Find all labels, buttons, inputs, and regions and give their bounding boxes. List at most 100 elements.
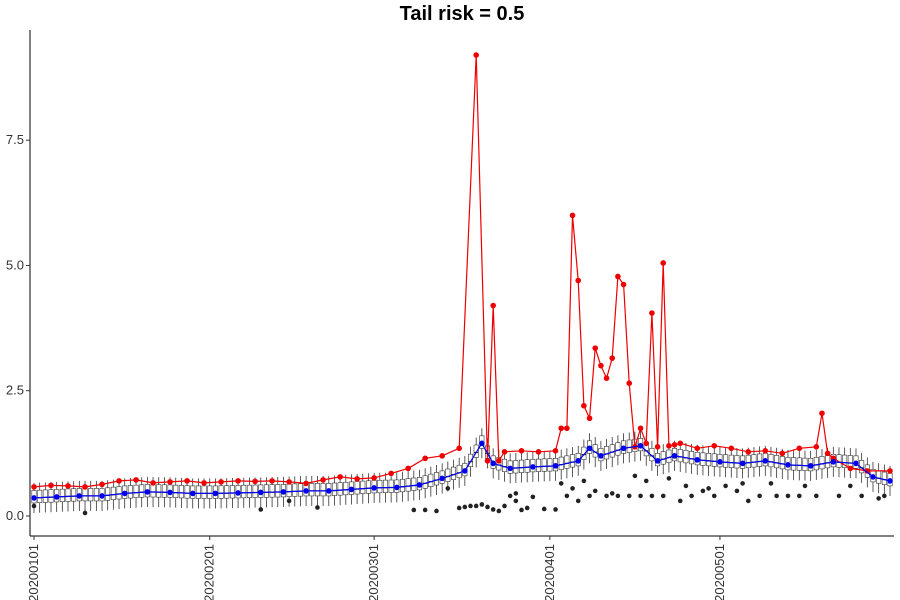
box-body [331,482,337,496]
max-series-point [660,260,667,266]
box-body [275,484,281,498]
outlier-point [745,498,751,504]
median-series-point [575,458,582,464]
outlier-point [575,498,581,504]
box-body [433,472,439,486]
max-series-point [184,478,190,484]
outlier-point [677,498,683,504]
box-body [456,464,462,479]
box-body [819,456,825,470]
box-body [150,484,156,498]
max-series-point [456,445,462,452]
box-body [468,453,474,467]
outlier-point [848,483,853,489]
median-series-point [671,453,678,459]
median-series-point [830,459,837,465]
median-series-point [144,489,151,495]
max-series-point [388,470,394,477]
median-series-point [586,445,593,452]
max-series-point [887,468,893,474]
outlier-point [434,508,439,514]
median-series-point [167,489,173,496]
max-series-point [518,448,525,454]
max-series-line [33,54,890,488]
outlier-point [286,498,292,504]
box-body [161,484,167,498]
box-body [195,485,201,499]
box-body [615,442,621,456]
box-body [825,455,831,469]
max-series-point [303,480,309,487]
box-body [207,485,213,499]
max-series-point [603,375,610,381]
max-series-point [694,445,701,452]
max-series-point [598,362,604,369]
outlier-point [564,493,570,499]
box-body [388,479,394,493]
box-body [105,487,111,501]
median-series-point [870,474,876,480]
box-body [37,489,43,503]
max-series-point [201,480,207,486]
median-series-point [762,458,769,464]
box-body [173,484,179,498]
outlier-point [519,507,524,513]
box-body [706,453,712,467]
box-body [360,480,366,494]
box-body [127,485,133,499]
outlier-point [570,486,575,491]
max-series-point [637,425,644,432]
outlier-point [31,503,37,509]
median-series-point [280,489,287,495]
box-body [774,455,780,469]
outlier-point [468,503,473,509]
box-body [297,483,303,497]
max-series-point [439,453,445,459]
median-series-point [439,475,445,482]
max-series-point [796,445,803,452]
max-series-point [490,302,496,309]
box-body [502,458,508,473]
outlier-point [796,493,802,499]
median-series-point [416,482,423,488]
outlier-point [723,483,728,489]
outlier-point [479,502,485,507]
max-series-point [422,455,428,462]
outlier-point [643,478,649,484]
boxplot-layer [31,428,893,513]
median-series-point [325,488,332,494]
median-series-point [654,458,661,464]
median-series-point [785,462,791,468]
box-body [156,484,162,498]
x-tick-label: 20200401 [542,544,557,600]
box-body [751,454,757,468]
max-series-point [133,477,139,483]
max-series-point [535,449,542,455]
box-body [133,484,139,498]
outlier-point [609,491,615,496]
median-series-point [598,453,604,459]
box-body [82,488,88,502]
box-body [343,481,349,496]
outlier-point [411,507,417,513]
box-body [377,479,383,494]
box-body [604,446,610,460]
median-series-point [303,488,309,494]
max-series-point [569,212,576,219]
outlier-point [768,481,774,486]
box-body [683,450,689,464]
max-series-point [320,477,326,483]
max-series-point [552,448,559,454]
box-body [723,454,729,468]
max-series-point [728,445,735,452]
median-series-point [637,443,644,449]
box-body [337,482,343,496]
outlier-point [513,498,519,504]
outlier-point [626,493,632,499]
box-body [411,477,417,491]
box-body [354,481,360,495]
outlier-point [615,493,621,499]
median-series-point [189,490,196,497]
y-tick-label: 0.0 [6,508,24,523]
max-series-point [484,458,491,464]
